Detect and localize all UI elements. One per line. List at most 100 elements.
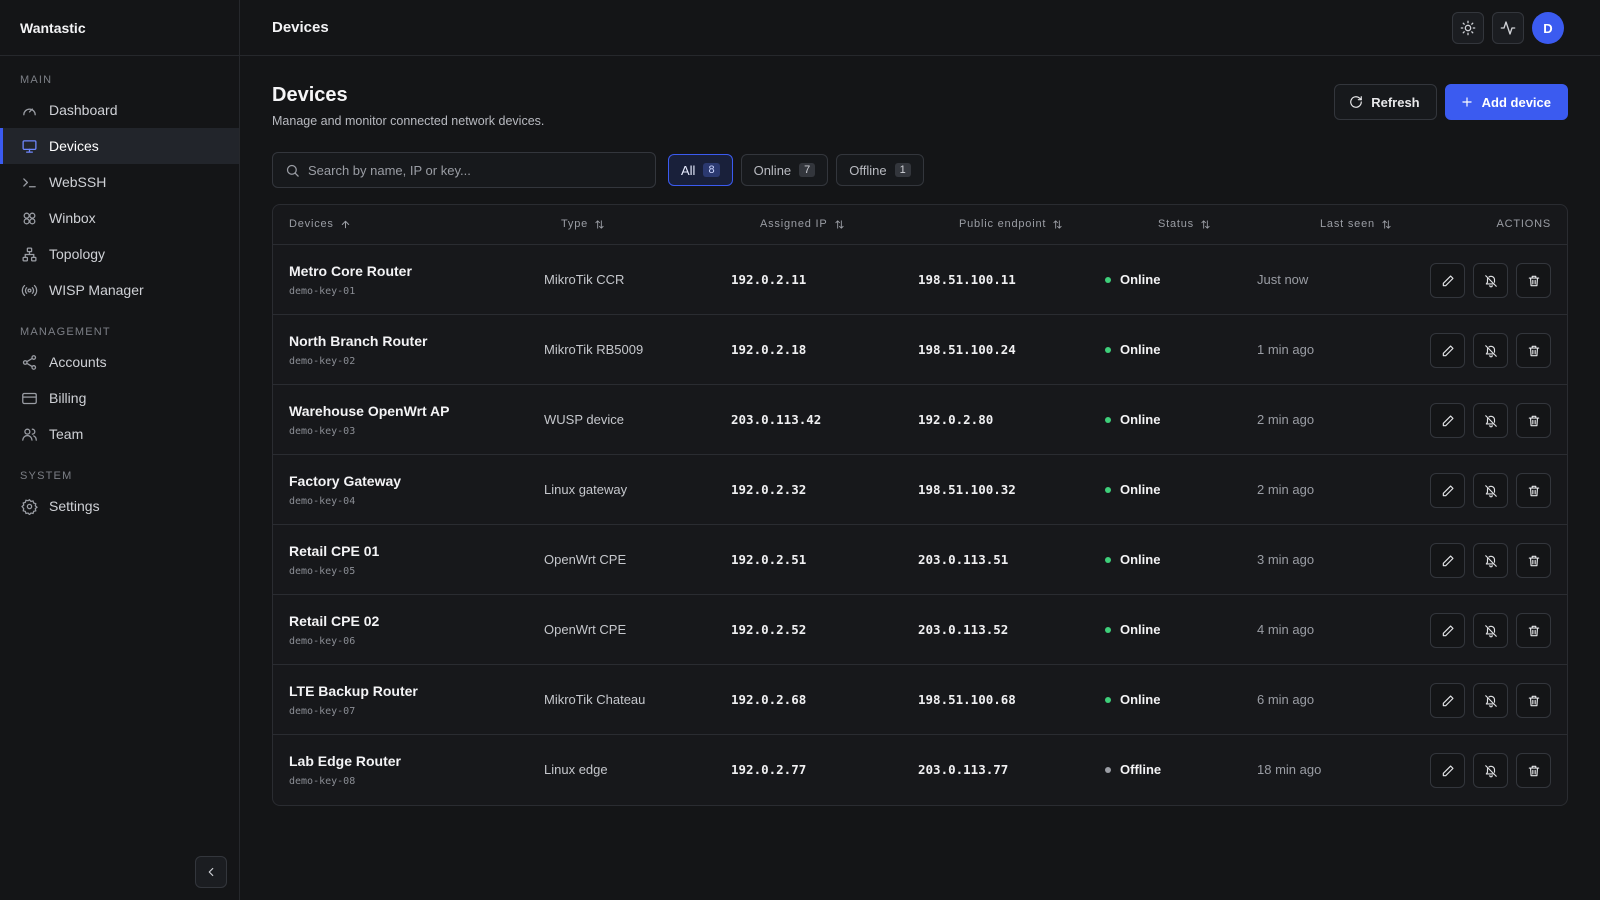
mute-alerts-button[interactable] bbox=[1473, 613, 1508, 648]
sidebar-item-team[interactable]: Team bbox=[0, 416, 239, 452]
filter-count-badge: 1 bbox=[894, 163, 911, 177]
table-row[interactable]: Lab Edge Router demo-key-08 Linux edge 1… bbox=[273, 735, 1567, 805]
sidebar-item-accounts[interactable]: Accounts bbox=[0, 344, 239, 380]
assigned-ip: 192.0.2.18 bbox=[731, 342, 807, 357]
edit-button[interactable] bbox=[1430, 613, 1465, 648]
status-label: Online bbox=[1120, 692, 1161, 707]
column-header-assigned-ip[interactable]: Assigned IP bbox=[760, 218, 845, 230]
mute-alerts-button[interactable] bbox=[1473, 403, 1508, 438]
refresh-icon bbox=[1350, 96, 1363, 108]
device-key: demo-key-03 bbox=[289, 426, 356, 437]
trash-icon bbox=[1528, 415, 1539, 426]
device-name[interactable]: Retail CPE 01 bbox=[289, 543, 380, 559]
row-actions bbox=[1430, 683, 1551, 718]
filter-chip-label: Online bbox=[753, 162, 792, 178]
edit-button[interactable] bbox=[1430, 683, 1465, 718]
sidebar-item-topology[interactable]: Topology bbox=[0, 236, 239, 272]
delete-button[interactable] bbox=[1516, 403, 1551, 438]
sidebar-item-devices[interactable]: Devices bbox=[0, 128, 239, 164]
edit-button[interactable] bbox=[1430, 473, 1465, 508]
edit-button[interactable] bbox=[1430, 403, 1465, 438]
refresh-button[interactable]: Refresh bbox=[1334, 84, 1437, 120]
sidebar-item-label: WebSSH bbox=[49, 174, 107, 190]
sidebar-item-winbox[interactable]: Winbox bbox=[0, 200, 239, 236]
sidebar-item-billing[interactable]: Billing bbox=[0, 380, 239, 416]
delete-button[interactable] bbox=[1516, 613, 1551, 648]
mute-alerts-button[interactable] bbox=[1473, 333, 1508, 368]
search-input[interactable] bbox=[308, 162, 638, 178]
brand-logo[interactable]: Wantastic bbox=[0, 0, 239, 56]
edit-button[interactable] bbox=[1430, 333, 1465, 368]
column-header-last-seen[interactable]: Last seen bbox=[1320, 218, 1392, 230]
edit-button[interactable] bbox=[1430, 543, 1465, 578]
table-row[interactable]: Factory Gateway demo-key-04 Linux gatewa… bbox=[273, 455, 1567, 525]
device-name[interactable]: North Branch Router bbox=[289, 333, 428, 349]
mute-alerts-button[interactable] bbox=[1473, 753, 1508, 788]
row-actions bbox=[1430, 753, 1551, 788]
delete-button[interactable] bbox=[1516, 753, 1551, 788]
mute-alerts-button[interactable] bbox=[1473, 473, 1508, 508]
column-header-status[interactable]: Status bbox=[1158, 218, 1211, 230]
status-label: Online bbox=[1120, 412, 1161, 427]
delete-button[interactable] bbox=[1516, 263, 1551, 298]
column-header-device[interactable]: Devices bbox=[289, 218, 351, 230]
table-row[interactable]: LTE Backup Router demo-key-07 MikroTik C… bbox=[273, 665, 1567, 735]
assigned-ip: 192.0.2.51 bbox=[731, 552, 807, 567]
sidebar-section-label: MAIN bbox=[20, 74, 53, 86]
filter-chip-all[interactable]: All 8 bbox=[668, 154, 733, 186]
table-row[interactable]: Warehouse OpenWrt AP demo-key-03 WUSP de… bbox=[273, 385, 1567, 455]
gear-icon bbox=[20, 497, 38, 515]
search-box[interactable] bbox=[272, 152, 656, 188]
column-header-type[interactable]: Type bbox=[561, 218, 605, 230]
trash-icon bbox=[1528, 485, 1539, 496]
device-name[interactable]: Factory Gateway bbox=[289, 473, 402, 489]
sidebar-item-webssh[interactable]: WebSSH bbox=[0, 164, 239, 200]
device-name[interactable]: Lab Edge Router bbox=[289, 753, 402, 769]
device-name[interactable]: LTE Backup Router bbox=[289, 683, 418, 699]
column-header-label: Last seen bbox=[1320, 218, 1375, 230]
device-type: OpenWrt CPE bbox=[544, 552, 627, 567]
assigned-ip: 192.0.2.77 bbox=[731, 762, 807, 777]
sidebar-item-wisp-manager[interactable]: WISP Manager bbox=[0, 272, 239, 308]
device-name[interactable]: Warehouse OpenWrt AP bbox=[289, 403, 450, 419]
device-name[interactable]: Metro Core Router bbox=[289, 263, 412, 279]
filter-chip-online[interactable]: Online 7 bbox=[740, 154, 829, 186]
edit-button[interactable] bbox=[1430, 263, 1465, 298]
column-header-public-endpoint[interactable]: Public endpoint bbox=[959, 218, 1063, 230]
trash-icon bbox=[1528, 625, 1539, 636]
pencil-icon bbox=[1442, 414, 1454, 426]
collapse-sidebar-button[interactable] bbox=[195, 856, 227, 888]
device-name[interactable]: Retail CPE 02 bbox=[289, 613, 380, 629]
sidebar-item-dashboard[interactable]: Dashboard bbox=[0, 92, 239, 128]
user-avatar[interactable]: D bbox=[1532, 12, 1564, 44]
mute-alerts-button[interactable] bbox=[1473, 263, 1508, 298]
status-label: Online bbox=[1120, 622, 1161, 637]
table-row[interactable]: Retail CPE 02 demo-key-06 OpenWrt CPE 19… bbox=[273, 595, 1567, 665]
column-header-label: Type bbox=[561, 218, 589, 230]
delete-button[interactable] bbox=[1516, 473, 1551, 508]
table-row[interactable]: North Branch Router demo-key-02 MikroTik… bbox=[273, 315, 1567, 385]
public-endpoint: 198.51.100.68 bbox=[918, 692, 1016, 707]
device-type: MikroTik RB5009 bbox=[544, 342, 644, 357]
share-icon bbox=[20, 353, 38, 371]
delete-button[interactable] bbox=[1516, 543, 1551, 578]
filter-chip-offline[interactable]: Offline 1 bbox=[836, 154, 924, 186]
delete-button[interactable] bbox=[1516, 683, 1551, 718]
bell-off-icon bbox=[1484, 554, 1497, 567]
bell-off-icon bbox=[1484, 694, 1497, 707]
add-device-label: Add device bbox=[1481, 94, 1551, 110]
add-device-button[interactable]: Add device bbox=[1444, 84, 1568, 120]
theme-toggle-button[interactable] bbox=[1452, 12, 1484, 44]
mute-alerts-button[interactable] bbox=[1473, 543, 1508, 578]
bell-off-icon bbox=[1484, 344, 1497, 357]
sidebar-item-settings[interactable]: Settings bbox=[0, 488, 239, 524]
device-type: MikroTik Chateau bbox=[544, 692, 646, 707]
table-row[interactable]: Retail CPE 01 demo-key-05 OpenWrt CPE 19… bbox=[273, 525, 1567, 595]
edit-button[interactable] bbox=[1430, 753, 1465, 788]
status-label: Online bbox=[1120, 272, 1161, 287]
table-row[interactable]: Metro Core Router demo-key-01 MikroTik C… bbox=[273, 245, 1567, 315]
delete-button[interactable] bbox=[1516, 333, 1551, 368]
activity-button[interactable] bbox=[1492, 12, 1524, 44]
mute-alerts-button[interactable] bbox=[1473, 683, 1508, 718]
sun-icon bbox=[1460, 20, 1476, 36]
